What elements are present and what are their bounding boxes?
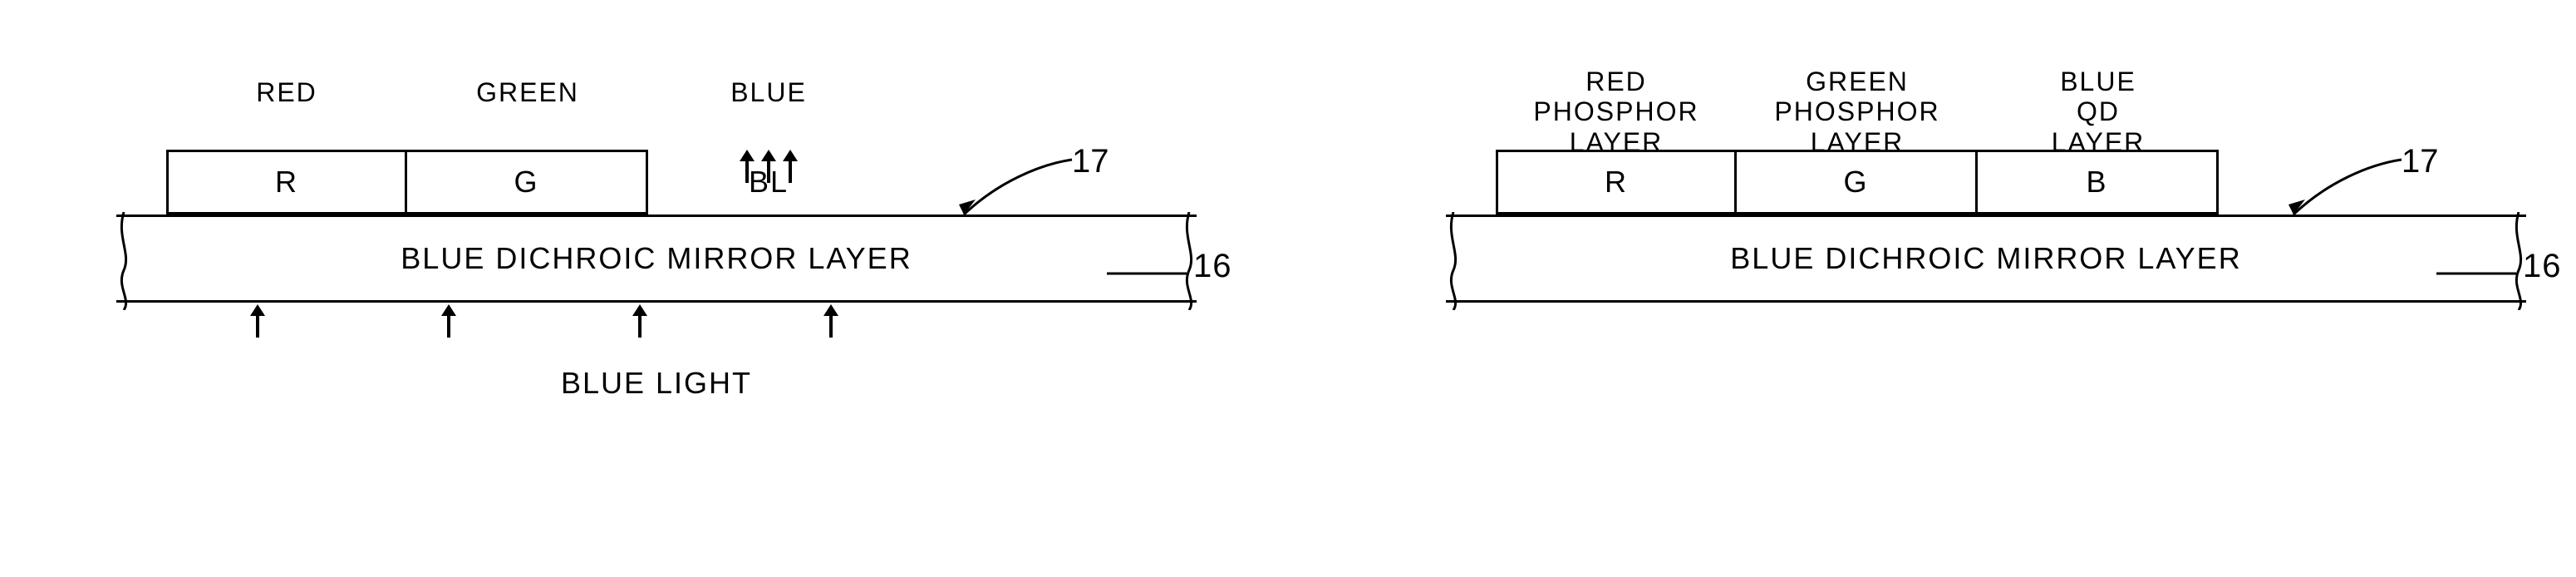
label-blue-qd: BLUE QD LAYER [1978,50,2219,158]
cell-r: R [1496,150,1737,215]
arrows-up-green [506,113,549,150]
left-top-labels: RED GREEN BLUE [166,50,1197,150]
curved-arrow-icon [2277,150,2418,224]
label-green: GREEN [407,50,648,150]
label-green-phosphor: GREEN PHOSPHOR LAYER [1737,50,1978,158]
left-bottom-label: BLUE LIGHT [116,366,1197,401]
label-red-phosphor: RED PHOSPHOR LAYER [1496,50,1737,158]
cell-b-text: B [2086,165,2107,200]
cell-g: G [1737,150,1978,215]
ref-17-text: 17 [2401,143,2439,180]
label-line: RED [1585,67,1647,97]
cell-g-text: G [514,165,538,200]
left-bottom-arrows [116,304,1197,362]
curved-arrow-icon [947,150,1089,224]
ref-17-text: 17 [1072,143,1109,180]
right-top-labels: RED PHOSPHOR LAYER GREEN PHOSPHOR LAYER … [1496,50,2526,158]
label-red-text: RED [256,77,317,108]
left-mirror-layer: BLUE DICHROIC MIRROR LAYER [116,215,1197,303]
label-blue: BLUE [648,50,889,150]
cell-bl-outside: BL [648,150,889,215]
right-mirror-layer: BLUE DICHROIC MIRROR LAYER [1446,215,2526,303]
cell-b: B [1978,150,2219,215]
left-mirror-text: BLUE DICHROIC MIRROR LAYER [401,241,912,276]
cell-r-text: R [1605,165,1628,200]
arrows-up-red [265,113,308,150]
right-mirror-text: BLUE DICHROIC MIRROR LAYER [1730,241,2241,276]
cell-r: R [166,150,407,215]
cell-g-text: G [1843,165,1868,200]
break-mark-left-icon [113,212,135,310]
label-line: BLUE [2060,67,2136,97]
label-line: PHOSPHOR [1533,96,1698,127]
label-green-text: GREEN [476,77,579,108]
break-mark-left-icon [1443,212,1464,310]
leader-line-icon [2436,261,2519,286]
leader-line-icon [1107,261,1190,286]
right-diagram: RED PHOSPHOR LAYER GREEN PHOSPHOR LAYER … [1446,50,2526,303]
ref-16-text: 16 [2523,248,2562,285]
label-blue-text: BLUE [730,77,807,108]
label-line: QD [2077,96,2120,127]
label-line: GREEN [1806,67,1909,97]
left-diagram: RED GREEN BLUE R [116,50,1197,401]
cell-g: G [407,150,648,215]
cell-r-text: R [275,165,298,200]
label-red: RED [166,50,407,150]
label-line: PHOSPHOR [1774,96,1939,127]
ref-16-text: 16 [1193,248,1232,285]
cell-bl-text: BL [749,165,789,200]
arrows-up-blue [747,113,790,150]
